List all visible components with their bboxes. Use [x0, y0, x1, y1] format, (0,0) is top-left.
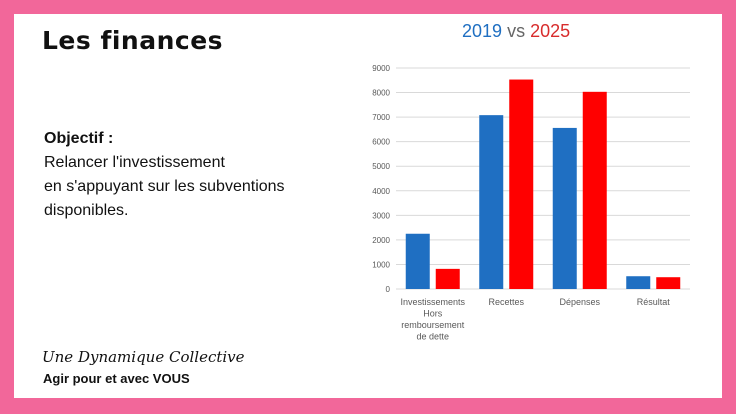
brand-tagline: Agir pour et avec VOUS — [43, 371, 190, 386]
chart-title: 2019 vs 2025 — [462, 21, 570, 42]
objective-block: Objectif : Relancer l'investissement en … — [44, 127, 285, 223]
bar-series-2 — [656, 277, 681, 289]
y-tick-label: 0 — [386, 285, 391, 294]
chart-title-2025: 2025 — [530, 21, 571, 41]
bar-chart: 0 1000 2000 3000 4000 5000 6000 7000 8000 9000 Inv… — [372, 64, 690, 342]
x-category-label: Investissements — [400, 297, 465, 307]
objective-heading: Objectif : — [44, 130, 114, 147]
x-category-label: remboursement — [401, 320, 465, 330]
brand-logo-script: Une Dynamique Collective — [42, 348, 245, 366]
y-tick-label: 3000 — [372, 211, 390, 220]
bar-series-1 — [405, 233, 430, 289]
bar-series-1 — [552, 127, 577, 289]
chart-title-2019: 2019 — [462, 21, 503, 41]
x-category-label: Dépenses — [559, 297, 600, 307]
y-tick-label: 8000 — [372, 89, 390, 98]
x-category-label: de dette — [416, 332, 449, 342]
objective-line-1: Relancer l'investissement — [44, 154, 225, 171]
x-category-label: Recettes — [488, 297, 524, 307]
x-category-label: Hors — [423, 309, 443, 319]
y-tick-label: 2000 — [372, 236, 390, 245]
bar-series-1 — [479, 115, 504, 289]
y-tick-label: 9000 — [372, 64, 390, 73]
chart-title-vs: vs — [507, 21, 526, 41]
bar-series-2 — [582, 91, 607, 289]
slide-title: Les finances — [42, 26, 224, 55]
y-tick-label: 7000 — [372, 113, 390, 122]
bar-series-2 — [435, 268, 460, 289]
objective-line-2: en s'appuyant sur les subventions — [44, 178, 285, 195]
bar-series-1 — [626, 276, 651, 289]
y-tick-label: 5000 — [372, 162, 390, 171]
objective-line-3: disponibles. — [44, 202, 129, 219]
y-tick-label: 6000 — [372, 138, 390, 147]
y-tick-label: 1000 — [372, 260, 390, 269]
bar-series-2 — [509, 79, 534, 289]
y-tick-label: 4000 — [372, 187, 390, 196]
x-category-label: Résultat — [637, 297, 671, 307]
